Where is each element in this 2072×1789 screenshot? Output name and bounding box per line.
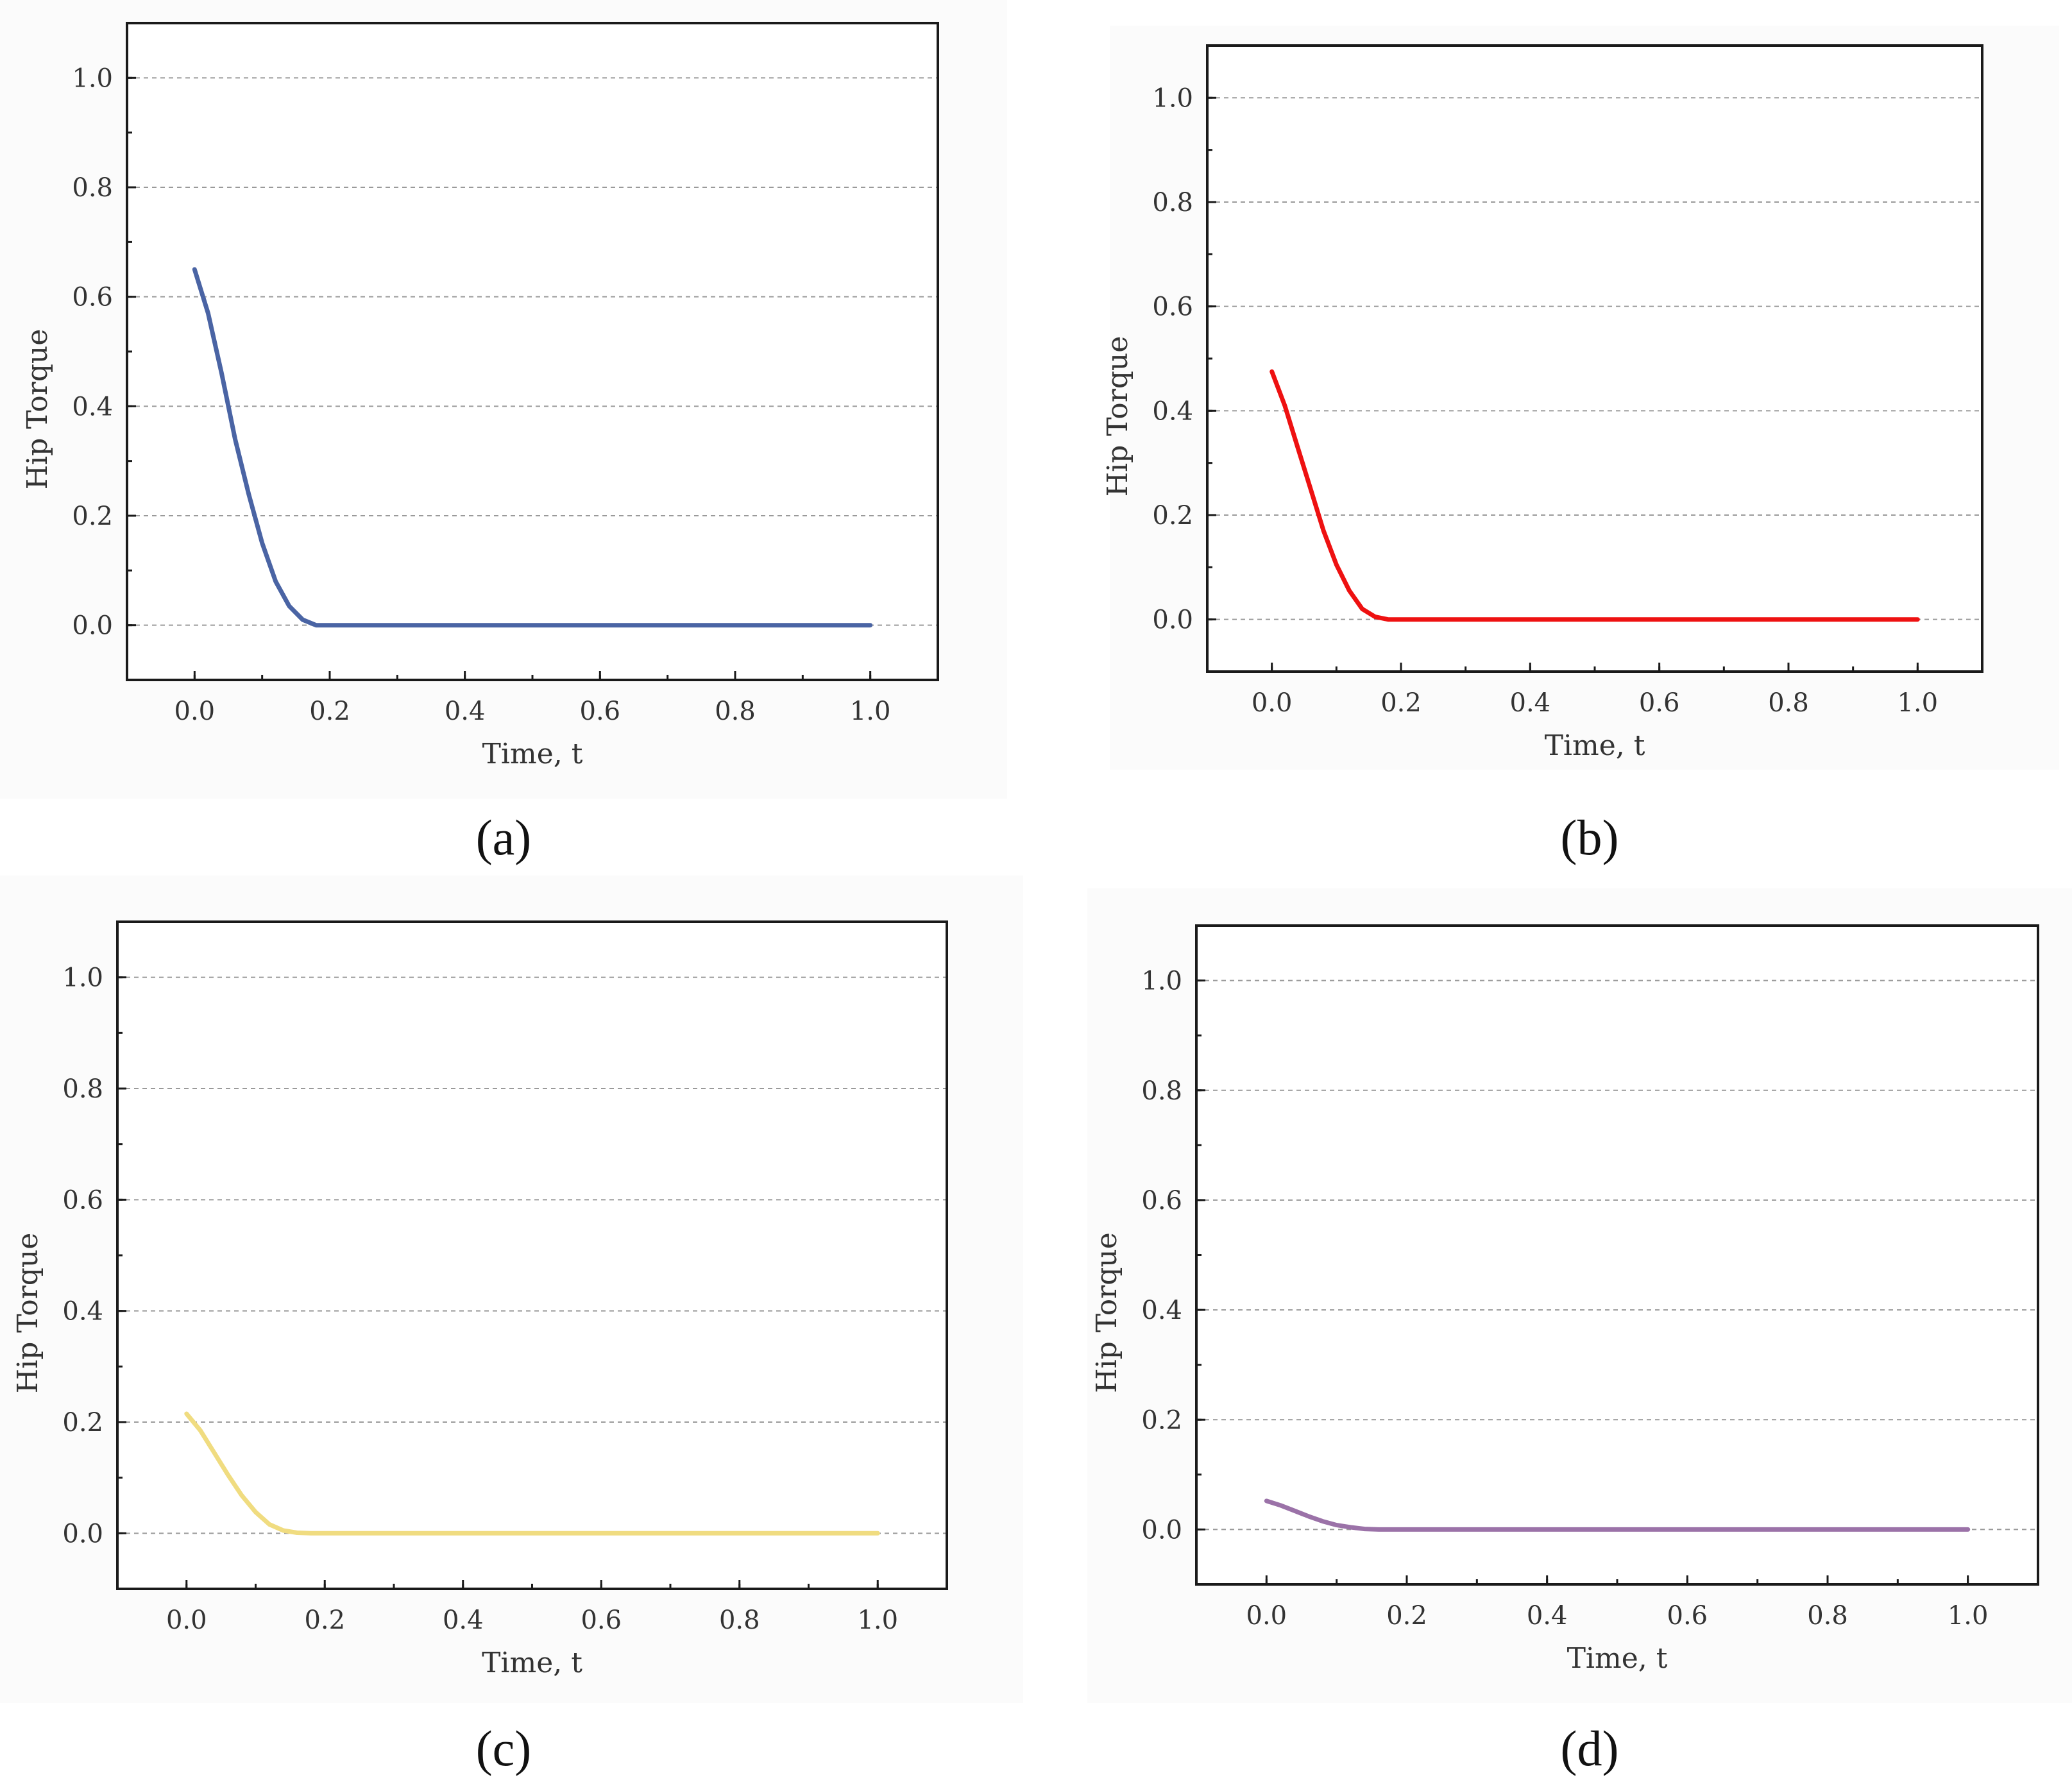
panel-caption: (b): [1561, 810, 1619, 865]
x-axis-title: Time, t: [1545, 729, 1645, 762]
x-tick-label: 0.0: [174, 697, 216, 726]
plot-area: [1207, 46, 1982, 672]
y-axis-title: Hip Torque: [1091, 1232, 1123, 1393]
x-tick-label: 0.2: [1386, 1601, 1427, 1631]
chart-panel-b: 0.0 0.2 0.4 0.6 0.8 1.0 0.0 0.2 0.4 0.6 0.8 1.0 Time…: [1101, 26, 2059, 865]
x-tick-label: 0.4: [1510, 688, 1551, 718]
y-tick-label: 0.8: [62, 1074, 103, 1104]
plot-area: [117, 922, 947, 1589]
panel-caption: (a): [476, 810, 532, 865]
y-axis-title: Hip Torque: [12, 1233, 44, 1394]
y-axis-title: Hip Torque: [1101, 336, 1134, 497]
plot-frame: [126, 22, 939, 681]
panel-caption: (d): [1561, 1720, 1619, 1776]
x-tick-label: 0.4: [443, 1606, 484, 1635]
plot-area: [1196, 926, 2038, 1584]
y-tick-label: 0.4: [72, 392, 113, 421]
y-tick-label: 0.0: [1141, 1515, 1182, 1545]
series-line-d: [1264, 1498, 1971, 1532]
y-axis-title: Hip Torque: [21, 329, 54, 490]
y-tick-label: 0.8: [72, 173, 113, 203]
y-tick-label: 0.4: [1152, 396, 1193, 426]
x-tick-label: 1.0: [850, 697, 891, 726]
x-tick-label: 0.6: [580, 697, 621, 726]
x-axis-title: Time, t: [482, 1647, 582, 1679]
series-line-b: [1270, 369, 1920, 622]
x-tick-label: 0.0: [1246, 1601, 1287, 1631]
y-tick-label: 0.0: [72, 611, 113, 641]
y-tick-label: 0.8: [1141, 1076, 1182, 1106]
y-tick-label: 0.2: [1152, 501, 1193, 530]
x-tick-label: 0.6: [1667, 1601, 1708, 1631]
x-tick-label: 1.0: [1898, 688, 1939, 718]
x-axis-title: Time, t: [1567, 1642, 1668, 1675]
y-tick-label: 0.0: [62, 1519, 103, 1548]
x-tick-label: 0.8: [715, 697, 756, 726]
plot-frame: [1195, 924, 2039, 1586]
panel-caption: (c): [476, 1720, 532, 1776]
y-tick-label: 0.0: [1152, 606, 1193, 635]
x-tick-label: 0.8: [1807, 1601, 1848, 1631]
plot-frame: [116, 920, 948, 1590]
series-line-c: [184, 1411, 880, 1536]
y-tick-label: 0.6: [1141, 1186, 1182, 1216]
x-tick-label: 0.0: [1252, 688, 1293, 718]
y-tick-label: 1.0: [62, 963, 103, 993]
chart-panel-a: 0.0 0.2 0.4 0.6 0.8 1.0 0.0 0.2 0.4 0.6 0.8 1.0 Time…: [0, 0, 1007, 865]
y-tick-label: 0.2: [62, 1408, 103, 1437]
x-tick-label: 0.2: [304, 1606, 345, 1635]
y-tick-label: 0.4: [1141, 1296, 1182, 1325]
x-tick-label: 0.8: [719, 1606, 760, 1635]
y-tick-label: 1.0: [1141, 967, 1182, 996]
x-tick-label: 1.0: [857, 1606, 898, 1635]
y-tick-label: 0.4: [62, 1297, 103, 1327]
y-tick-label: 0.6: [1152, 293, 1193, 322]
plot-area: [127, 23, 938, 680]
x-tick-label: 1.0: [1948, 1601, 1989, 1631]
x-tick-label: 0.4: [1527, 1601, 1568, 1631]
y-tick-label: 0.2: [1141, 1405, 1182, 1435]
x-tick-label: 0.8: [1768, 688, 1809, 718]
chart-panel-c: 0.0 0.2 0.4 0.6 0.8 1.0 0.0 0.2 0.4 0.6 0.8 1.0 Time…: [0, 876, 1023, 1776]
y-tick-label: 1.0: [72, 64, 113, 93]
y-tick-label: 1.0: [1152, 83, 1193, 113]
x-tick-label: 0.6: [581, 1606, 622, 1635]
y-tick-label: 0.8: [1152, 188, 1193, 217]
y-tick-label: 0.2: [72, 502, 113, 531]
chart-panel-d: 0.0 0.2 0.4 0.6 0.8 1.0 0.0 0.2 0.4 0.6 0.8 1.0 Time…: [1087, 888, 2072, 1776]
y-tick-label: 0.6: [62, 1185, 103, 1215]
y-tick-label: 0.6: [72, 283, 113, 312]
x-tick-label: 0.2: [309, 697, 350, 726]
plot-frame: [1206, 44, 1983, 673]
x-tick-label: 0.4: [445, 697, 486, 726]
x-tick-label: 0.0: [166, 1606, 207, 1635]
x-tick-label: 0.6: [1639, 688, 1680, 718]
x-tick-label: 0.2: [1380, 688, 1422, 718]
series-line-a: [192, 267, 873, 628]
x-axis-title: Time, t: [482, 738, 583, 770]
